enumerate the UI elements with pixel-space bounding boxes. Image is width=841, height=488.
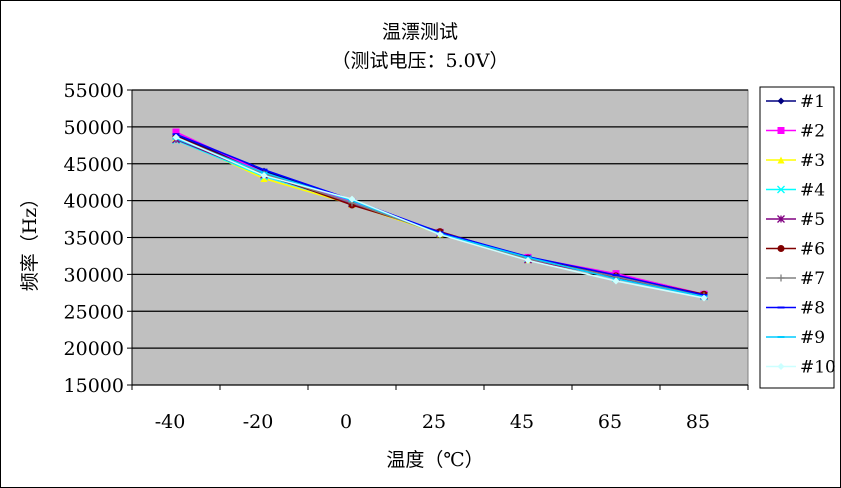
y-tick-label: 50000 bbox=[64, 117, 124, 139]
x-tick-label: -40 bbox=[155, 411, 186, 433]
data-point bbox=[524, 256, 532, 264]
y-tick-label: 25000 bbox=[64, 301, 124, 323]
y-tick-label: 30000 bbox=[64, 264, 124, 286]
data-point bbox=[260, 172, 268, 180]
legend-label: #1 bbox=[800, 92, 825, 112]
legend-item: #1 bbox=[766, 92, 825, 112]
y-tick-label: 35000 bbox=[64, 228, 124, 250]
chart-subtitle: （测试电压：5.0V） bbox=[332, 50, 509, 72]
legend-label: #7 bbox=[800, 269, 825, 289]
data-point bbox=[348, 195, 356, 203]
legend-item: #8 bbox=[766, 299, 825, 319]
legend-label: #5 bbox=[800, 210, 825, 230]
legend-item: #2 bbox=[766, 122, 825, 142]
data-point bbox=[700, 294, 708, 302]
legend-marker bbox=[777, 274, 785, 282]
legend-label: #8 bbox=[800, 299, 825, 319]
legend-label: #10 bbox=[800, 358, 836, 378]
series-10 bbox=[172, 133, 708, 302]
data-point bbox=[172, 128, 180, 136]
x-tick-label: 65 bbox=[598, 411, 622, 433]
data-point bbox=[436, 231, 444, 239]
x-tick-label: 85 bbox=[686, 411, 710, 433]
legend bbox=[759, 86, 835, 389]
data-point bbox=[612, 277, 620, 285]
legend-marker bbox=[777, 245, 785, 252]
legend-label: #4 bbox=[800, 181, 825, 201]
data-point bbox=[172, 133, 180, 141]
legend-item: #5 bbox=[766, 210, 825, 230]
legend-marker bbox=[777, 363, 785, 370]
x-tick-label: 0 bbox=[340, 411, 352, 433]
legend-label: #9 bbox=[800, 328, 825, 348]
legend-item: #7 bbox=[766, 269, 825, 289]
legend-label: #6 bbox=[800, 240, 825, 260]
legend-marker bbox=[777, 156, 785, 164]
x-tick-label: 45 bbox=[510, 411, 534, 433]
legend-item: #10 bbox=[766, 358, 836, 378]
x-axis-label: 温度（℃） bbox=[386, 449, 483, 471]
legend-item: #6 bbox=[766, 240, 825, 260]
y-tick-label: 15000 bbox=[64, 375, 124, 397]
legend-marker bbox=[777, 185, 785, 194]
legend-item: #3 bbox=[766, 151, 825, 171]
chart-title: 温漂测试 bbox=[382, 21, 458, 43]
legend-marker bbox=[777, 127, 785, 134]
legend-marker bbox=[777, 97, 785, 105]
legend-item: #4 bbox=[766, 181, 825, 201]
legend-marker bbox=[777, 215, 785, 223]
y-tick-label: 55000 bbox=[64, 80, 124, 102]
legend-item: #9 bbox=[766, 328, 825, 348]
y-tick-label: 20000 bbox=[64, 338, 124, 360]
y-axis-label: 频率（Hz） bbox=[19, 189, 41, 292]
legend-label: #2 bbox=[800, 122, 825, 142]
y-tick-label: 40000 bbox=[64, 191, 124, 213]
x-tick-label: -20 bbox=[243, 411, 274, 433]
y-tick-label: 45000 bbox=[64, 154, 124, 176]
x-tick-label: 25 bbox=[422, 411, 446, 433]
legend-label: #3 bbox=[800, 151, 825, 171]
